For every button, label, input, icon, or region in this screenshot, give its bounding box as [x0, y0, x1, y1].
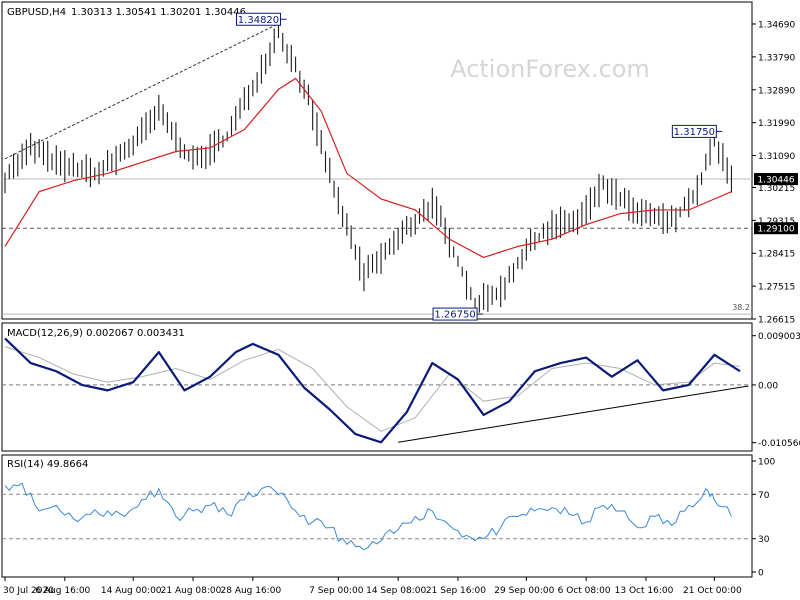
rsi-axis-label: 0 [758, 569, 764, 579]
reference-lines: 38.2 [2, 23, 752, 540]
macd-panel-frame [1, 322, 753, 452]
macd-title: MACD(12,26,9) 0.002067 0.003431 [7, 328, 185, 339]
x-axis-label: 21 Sep 16:00 [426, 586, 486, 596]
x-axis-label: 14 Aug 00:00 [101, 586, 162, 596]
price-panel-frame [1, 1, 753, 320]
macd-axis-label: 0.00 [758, 381, 778, 391]
x-axis-label: 21 Oct 00:00 [683, 586, 742, 596]
rsi-title: RSI(14) 49.8664 [7, 459, 88, 470]
x-axis-label: 13 Oct 16:00 [615, 586, 674, 596]
macd-axis-label: 0.009003 [758, 332, 800, 342]
price-annotations: 1.34820 1.31750 1.26750 [235, 12, 723, 321]
price-annotation-label: 1.34820 [238, 15, 279, 26]
rsi-line [4, 482, 732, 551]
macd-signal-line [4, 346, 741, 432]
last-price-label-box [754, 173, 798, 186]
moving-average-line [4, 77, 732, 259]
x-axis-label: 29 Sep 00:00 [494, 586, 554, 596]
price-axis-label: 1.27515 [758, 283, 795, 293]
series-lines [4, 77, 749, 551]
price-axis-label: 1.34690 [758, 21, 795, 31]
price-axis-label: 1.32890 [758, 86, 795, 96]
x-axis-label: 14 Sep 08:00 [366, 586, 426, 596]
macd-trendline [398, 385, 749, 443]
macd-axis-label: -0.010566 [758, 439, 800, 449]
x-axis-label: 6 Aug 16:00 [35, 586, 90, 596]
last-price-label: 1.30446 [757, 176, 794, 186]
price-axis-label: 1.28415 [758, 250, 795, 260]
x-axis-label: 7 Sep 00:00 [309, 586, 364, 596]
price-annotation-label: 1.31750 [674, 127, 715, 138]
macd-line [4, 337, 741, 444]
price-axis-label: 1.30215 [758, 184, 795, 194]
price-annotation-label: 1.26750 [434, 310, 475, 321]
price-axis-label: 1.29315 [758, 217, 795, 227]
y-axis-labels: 1.34690 1.33790 1.32890 1.31990 1.31090 1.302… [752, 21, 800, 579]
x-axis-label: 6 Oct 08:00 [558, 586, 611, 596]
rsi-panel-frame [1, 454, 753, 578]
watermark: ActionForex.com [450, 55, 650, 83]
price-axis-label: 1.31990 [758, 119, 795, 129]
rsi-axis-label: 70 [758, 491, 770, 501]
fib-level-label: 38.2 [732, 303, 750, 312]
x-axis-label: 28 Aug 16:00 [221, 586, 282, 596]
support-level-label-box [754, 222, 798, 235]
price-axis-label: 1.26615 [758, 316, 795, 326]
symbol-label: GBPUSD,H4 [7, 7, 66, 18]
x-axis-label: 21 Aug 08:00 [161, 586, 222, 596]
price-bars [4, 23, 733, 318]
x-axis-label: 30 Jul 2020 [3, 586, 54, 596]
price-trendline [4, 23, 279, 160]
price-axis-label: 1.31090 [758, 152, 795, 162]
rsi-axis-label: 100 [758, 458, 775, 468]
ohlc-values: 1.30313 1.30541 1.30201 1.30446 [71, 7, 246, 18]
support-level-label: 1.29100 [757, 225, 794, 235]
price-axis-label: 1.33790 [758, 53, 795, 63]
rsi-axis-label: 30 [758, 535, 770, 545]
